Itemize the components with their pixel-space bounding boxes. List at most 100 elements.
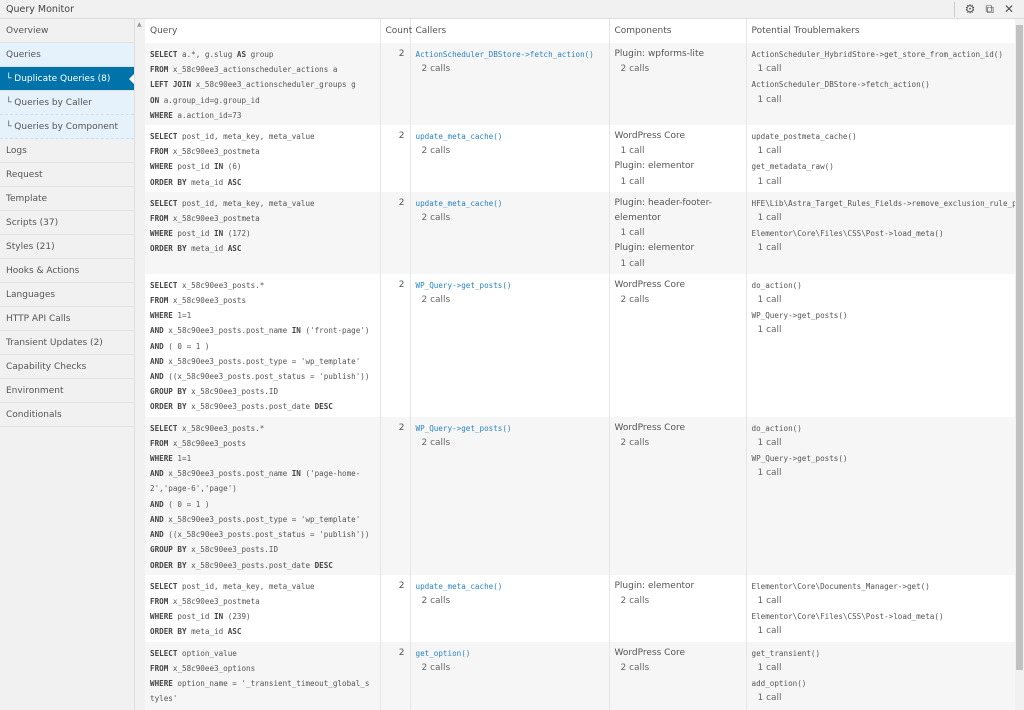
table-row: SELECT post_id, meta_key, meta_value FROM… — [145, 574, 1015, 642]
query-line: LIMIT 1 — [150, 706, 375, 710]
sql-keyword: IN — [214, 162, 224, 172]
troublemaker-call-count: 1 call — [757, 595, 782, 606]
query-cell: SELECT option_value FROM x_58c90ee3_optio… — [145, 641, 381, 710]
sidebar-item-styles[interactable]: Styles (21) — [0, 235, 134, 259]
caller-call-count: 2 calls — [421, 146, 451, 157]
troublemaker-call-count: 1 call — [757, 146, 782, 157]
sidebar-item-queries-by-caller[interactable]: └ Queries by Caller — [0, 91, 134, 115]
sql-keyword: SELECT — [150, 423, 178, 433]
sidebar-item-request[interactable]: Request — [0, 163, 134, 187]
sql-keyword: ON — [150, 95, 160, 105]
caller-cell: WP_Query->get_posts() 2 calls — [410, 273, 610, 417]
component-call-count: 2 calls — [620, 595, 650, 606]
sql-keyword: AND — [150, 326, 164, 336]
query-line: SELECT option_value — [150, 648, 237, 658]
table-header: Query Count Callers Components Potential… — [145, 19, 1015, 43]
troublemaker-cell: ActionScheduler_HybridStore->get_store_f… — [746, 43, 1015, 126]
caller-link[interactable]: get_option() — [415, 648, 471, 658]
query-line: AND x_58c90ee3_posts.post_name IN ('fron… — [150, 326, 370, 336]
component-name: Plugin: header-footer-elementor — [614, 197, 712, 224]
table-row: SELECT option_value FROM x_58c90ee3_optio… — [145, 641, 1015, 710]
query-line: FROM x_58c90ee3_posts — [150, 438, 247, 448]
query-line: WHERE post_id IN (6) — [150, 162, 242, 172]
column-header-troublemakers[interactable]: Potential Troublemakers — [746, 19, 1015, 43]
component-cell: WordPress Core 2 calls — [609, 273, 747, 417]
query-cell: SELECT x_58c90ee3_posts.* FROM x_58c90ee3… — [145, 416, 381, 575]
sidebar-item-transient-updates[interactable]: Transient Updates (2) — [0, 331, 134, 355]
troublemaker-cell: do_action() 1 call WP_Query->get_posts() 1 … — [746, 416, 1015, 575]
sidebar-item-logs[interactable]: Logs — [0, 139, 134, 163]
query-line: ON a.group_id=g.group_id — [150, 95, 260, 105]
sidebar-item-queries-by-component[interactable]: └ Queries by Component — [0, 115, 134, 139]
caller-cell: get_option() 2 calls — [410, 641, 610, 710]
query-line: GROUP BY x_58c90ee3_posts.ID — [150, 387, 279, 397]
sidebar-item-languages[interactable]: Languages — [0, 283, 134, 307]
caller-link[interactable]: ActionScheduler_DBStore->fetch_action() — [415, 50, 594, 59]
sql-keyword: IN — [214, 612, 224, 622]
component-name: Plugin: wpforms-lite — [614, 49, 705, 59]
query-line: ORDER BY meta_id ASC — [150, 177, 242, 187]
sidebar-item-template[interactable]: Template — [0, 187, 134, 211]
sidebar-item-duplicate-queries[interactable]: └ Duplicate Queries (8) — [0, 67, 134, 91]
troublemaker-call-count: 1 call — [757, 626, 782, 637]
sidebar-item-environment[interactable]: Environment — [0, 379, 134, 403]
sql-keyword: ORDER BY — [150, 560, 187, 570]
sidebar-item-hooks-actions[interactable]: Hooks & Actions — [0, 259, 134, 283]
pin-icon[interactable]: ⧉ — [985, 2, 994, 16]
query-line: WHERE 1=1 — [150, 311, 192, 321]
sql-keyword: WHERE — [150, 110, 173, 120]
component-call-count: 2 calls — [620, 662, 650, 673]
scroll-up-arrow-icon[interactable]: ▲ — [137, 21, 142, 28]
sidebar-item-queries[interactable]: Queries — [0, 43, 134, 67]
query-line: WHERE post_id IN (172) — [150, 229, 251, 239]
caller-link[interactable]: WP_Query->get_posts() — [415, 280, 512, 290]
caller-cell: WP_Query->get_posts() 2 calls — [410, 416, 610, 575]
sql-keyword: SELECT — [150, 50, 178, 59]
table-row: SELECT post_id, meta_key, meta_value FROM… — [145, 125, 1015, 192]
column-header-components[interactable]: Components — [609, 19, 747, 43]
caller-link[interactable]: update_meta_cache() — [415, 198, 503, 208]
sidebar-item-http-api-calls[interactable]: HTTP API Calls — [0, 307, 134, 331]
caller-link[interactable]: update_meta_cache() — [415, 132, 503, 142]
sql-keyword: AND — [150, 530, 164, 540]
troublemaker-call-count: 1 call — [757, 437, 782, 448]
troublemaker-cell: do_action() 1 call WP_Query->get_posts() 1 … — [746, 273, 1015, 417]
query-line: FROM x_58c90ee3_postmeta — [150, 214, 260, 224]
query-line: AND x_58c90ee3_posts.post_type = 'wp_tem… — [150, 514, 361, 524]
scrollbar-thumb[interactable] — [1016, 25, 1023, 670]
count-cell: 2 — [380, 273, 411, 417]
caller-link[interactable]: WP_Query->get_posts() — [415, 423, 512, 433]
query-line: GROUP BY x_58c90ee3_posts.ID — [150, 545, 279, 555]
component-cell: WordPress Core 2 calls — [609, 641, 747, 710]
count-cell: 2 — [380, 43, 411, 126]
sql-keyword: GROUP BY — [150, 545, 187, 555]
query-line: SELECT a.*, g.slug AS group — [150, 50, 274, 59]
caller-link[interactable]: update_meta_cache() — [415, 581, 503, 591]
duplicate-queries-panel: Query Count Callers Components Potential… — [145, 19, 1015, 710]
sidebar-item-scripts[interactable]: Scripts (37) — [0, 211, 134, 235]
troublemaker-name: WP_Query->get_posts() — [751, 311, 848, 321]
query-cell: SELECT a.*, g.slug AS group FROM x_58c90e… — [145, 43, 381, 126]
troublemaker-name: add_option() — [751, 678, 807, 688]
table-row: SELECT x_58c90ee3_posts.* FROM x_58c90ee3… — [145, 416, 1015, 575]
query-line: AND x_58c90ee3_posts.post_name IN ('page… — [150, 469, 361, 479]
column-header-query[interactable]: Query — [145, 19, 381, 43]
vertical-scrollbar[interactable] — [1015, 19, 1024, 710]
sidebar-item-overview[interactable]: Overview — [0, 19, 134, 43]
gear-icon[interactable]: ⚙ — [964, 2, 976, 16]
column-header-count[interactable]: Count — [380, 19, 412, 43]
caller-call-count: 2 calls — [421, 437, 451, 448]
sql-keyword: SELECT — [150, 581, 178, 591]
caller-cell: update_meta_cache() 2 calls — [410, 191, 610, 274]
query-cell: SELECT post_id, meta_key, meta_value FROM… — [145, 191, 381, 274]
troublemaker-name: HFE\Lib\Astra_Target_Rules_Fields->remov… — [751, 198, 1016, 208]
component-call-count: 1 call — [620, 258, 645, 269]
troublemaker-name: Elementor\Core\Files\CSS\Post->load_meta… — [751, 612, 944, 622]
sidebar-item-capability-checks[interactable]: Capability Checks — [0, 355, 134, 379]
component-call-count: 2 calls — [620, 437, 650, 448]
duplicate-queries-table: Query Count Callers Components Potential… — [145, 19, 1015, 710]
sidebar-item-conditionals[interactable]: Conditionals — [0, 403, 134, 427]
column-header-callers[interactable]: Callers — [410, 19, 610, 43]
query-line: tyles' — [150, 694, 178, 704]
close-icon[interactable]: ✕ — [1003, 2, 1014, 16]
